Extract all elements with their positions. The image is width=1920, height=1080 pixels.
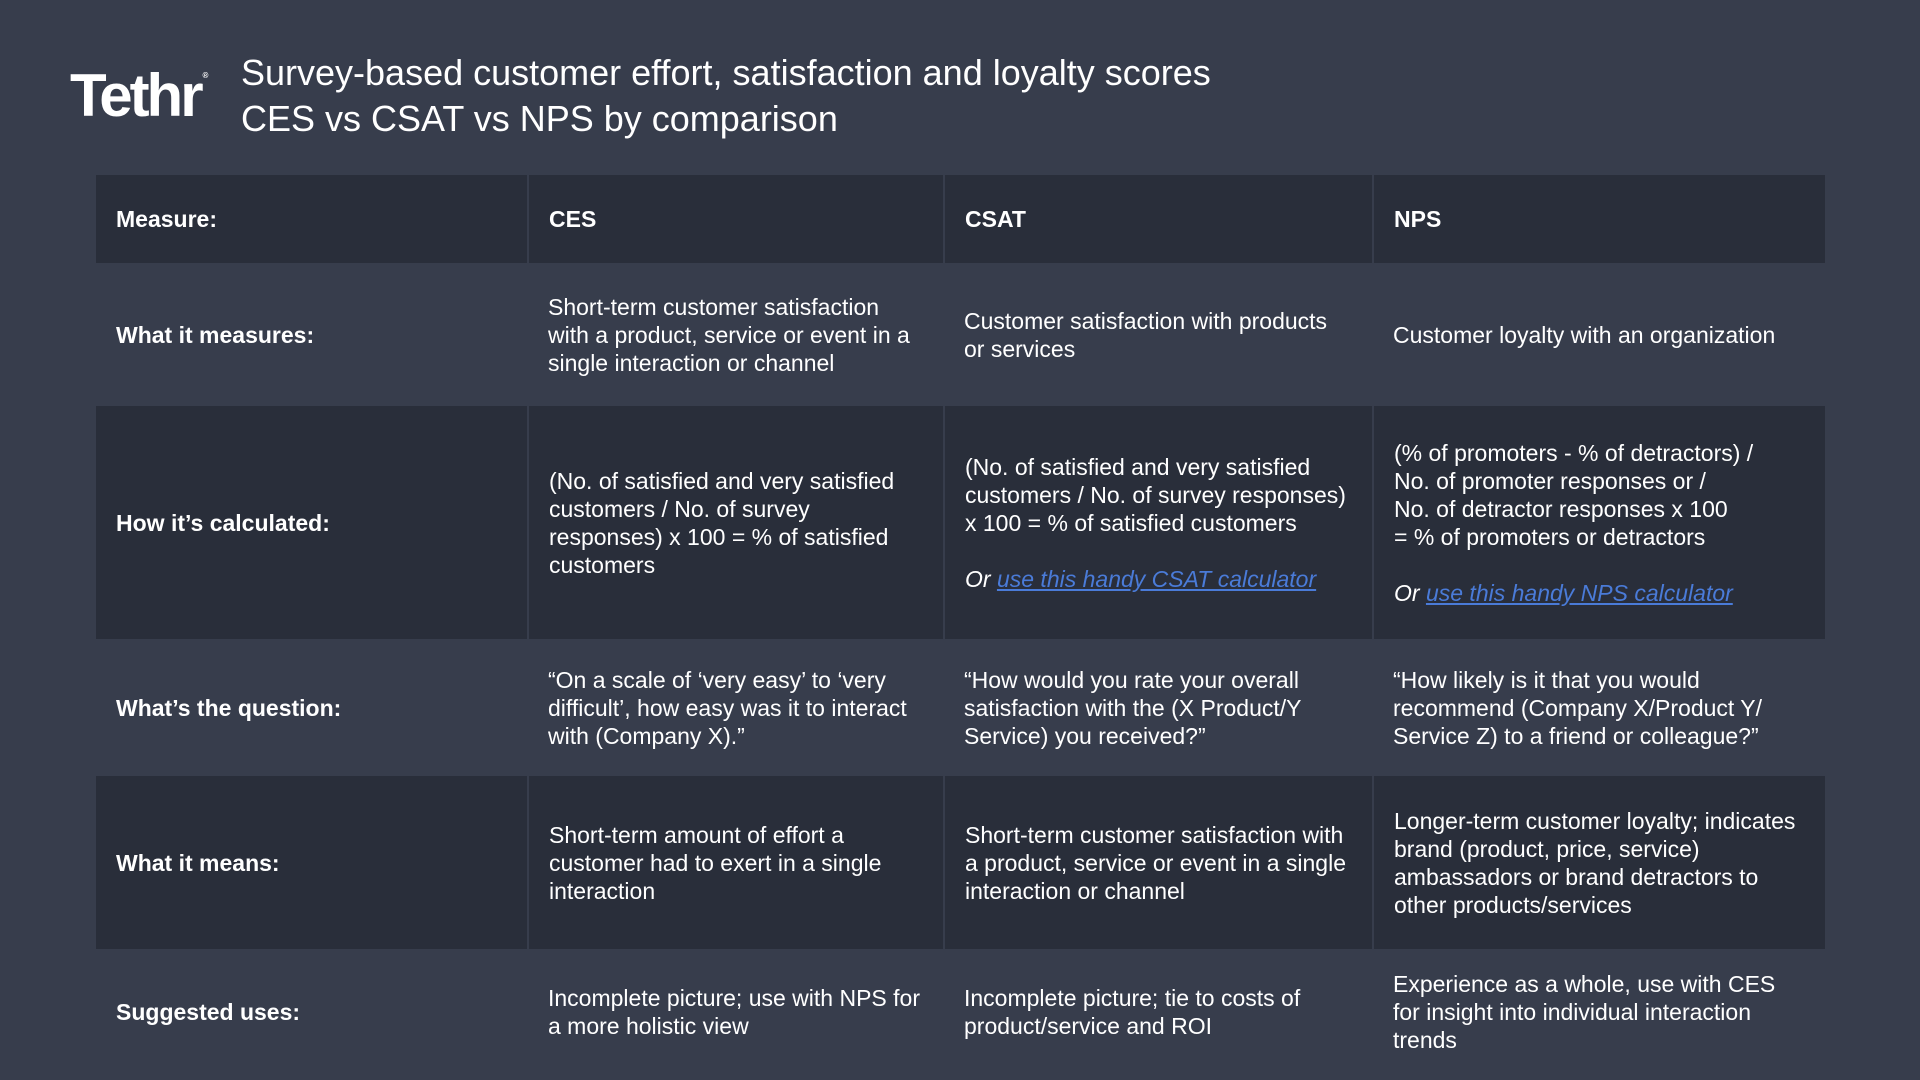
or-text: Or (1394, 579, 1426, 606)
table-row: What it means: Short-term amount of effo… (96, 776, 1825, 949)
row-label: How it’s calculated: (96, 406, 528, 639)
title-line-1: Survey-based customer effort, satisfacti… (241, 52, 1211, 93)
header-csat: CSAT (943, 175, 1373, 263)
comparison-table: Measure: CES CSAT NPS What it measures: … (96, 175, 1825, 1074)
row-label: What it measures: (96, 263, 528, 406)
row-label: Suggested uses: (96, 949, 528, 1074)
nps-cell: Customer loyalty with an organization (1373, 263, 1825, 406)
title-line-2: CES vs CSAT vs NPS by comparison (241, 98, 838, 139)
ces-cell: (No. of satisfied and very satisfied cus… (527, 406, 944, 639)
row-label: What it means: (96, 776, 528, 949)
tethr-logo: Tethr ® (70, 66, 208, 126)
or-text: Or (965, 565, 997, 592)
header-ces: CES (527, 175, 944, 263)
ces-cell: Short-term amount of effort a customer h… (527, 776, 944, 949)
nps-cell: “How likely is it that you would recomme… (1373, 639, 1825, 776)
csat-calculator-link[interactable]: use this handy CSAT calculator (996, 565, 1317, 592)
table-row: Suggested uses: Incomplete picture; use … (96, 949, 1825, 1074)
header-nps: NPS (1372, 175, 1825, 263)
ces-cell: “On a scale of ‘very easy’ to ‘very diff… (528, 639, 944, 776)
nps-cell: (% of promoters - % of detractors) / No.… (1372, 406, 1825, 639)
nps-cell: Experience as a whole, use with CES for … (1373, 949, 1825, 1074)
table-row: How it’s calculated: (No. of satisfied a… (96, 406, 1825, 639)
table-row: What’s the question: “On a scale of ‘ver… (96, 639, 1825, 776)
csat-formula: (No. of satisfied and very satisfied cus… (965, 453, 1346, 536)
ces-cell: Short-term customer satisfaction with a … (528, 263, 944, 406)
header-measure: Measure: (96, 175, 528, 263)
nps-cell: Longer-term customer loyalty; indicates … (1372, 776, 1825, 949)
table-header-row: Measure: CES CSAT NPS (96, 175, 1825, 263)
registered-mark: ® (202, 71, 209, 80)
nps-formula: (% of promoters - % of detractors) / No.… (1394, 439, 1754, 550)
page-title: Survey-based customer effort, satisfacti… (241, 50, 1211, 142)
csat-cell: Customer satisfaction with products or s… (944, 263, 1373, 406)
logo-text: Tethr (70, 62, 204, 129)
csat-cell: (No. of satisfied and very satisfied cus… (943, 406, 1373, 639)
row-label: What’s the question: (96, 639, 528, 776)
csat-calculator-line: Or use this handy CSAT calculator (965, 565, 1352, 593)
table-row: What it measures: Short-term customer sa… (96, 263, 1825, 406)
nps-calculator-line: Or use this handy NPS calculator (1394, 579, 1805, 607)
ces-cell: Incomplete picture; use with NPS for a m… (528, 949, 944, 1074)
csat-cell: Short-term customer satisfaction with a … (943, 776, 1373, 949)
csat-cell: Incomplete picture; tie to costs of prod… (944, 949, 1373, 1074)
nps-calculator-link[interactable]: use this handy NPS calculator (1425, 579, 1733, 606)
csat-cell: “How would you rate your overall satisfa… (944, 639, 1373, 776)
